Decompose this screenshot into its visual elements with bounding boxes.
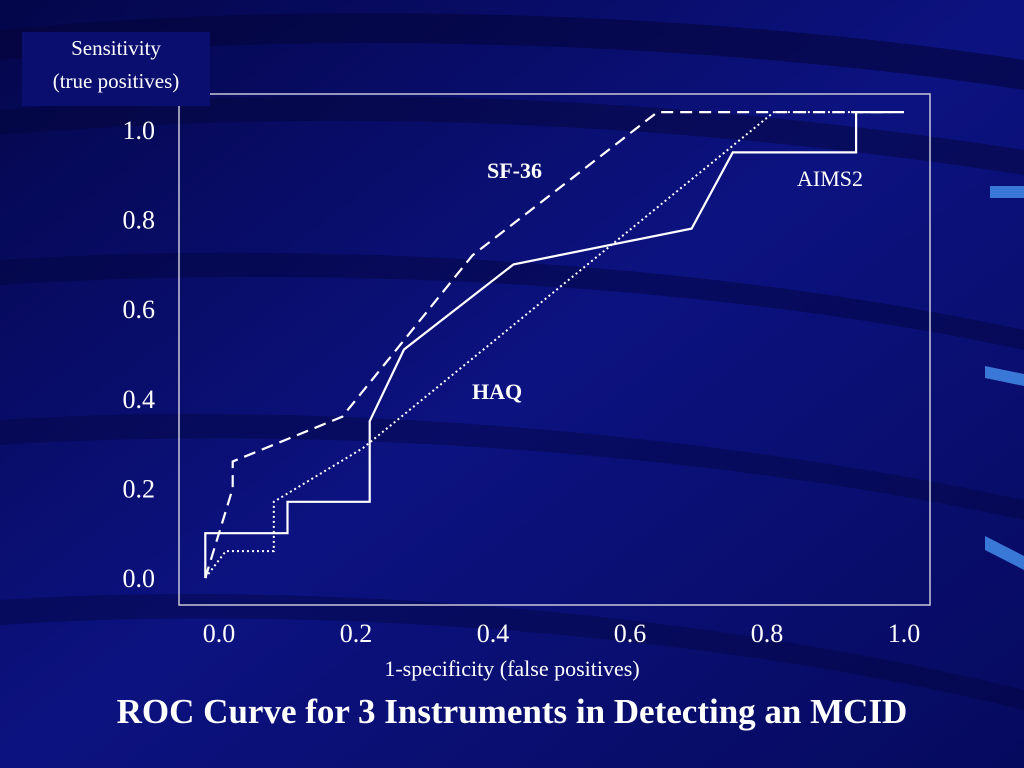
y-tick-label: 1.0 (123, 116, 156, 145)
series-lines (204, 110, 904, 579)
series-line-sf36 (204, 110, 891, 579)
x-tick-label: 0.2 (340, 619, 373, 648)
y-tick-label: 0.2 (123, 474, 156, 503)
y-tick-label: 0.0 (123, 564, 156, 593)
x-axis-ticks: 0.0 0.2 0.4 0.6 0.8 1.0 (203, 619, 921, 648)
y-tick-label: 0.4 (123, 385, 156, 414)
y-axis-label: Sensitivity (true positives) (22, 32, 210, 106)
x-tick-label: 0.8 (751, 619, 784, 648)
y-axis-label-line-2: (true positives) (52, 69, 180, 93)
x-tick-label: 0.0 (203, 619, 236, 648)
x-axis-label: 1-specificity (false positives) (384, 656, 640, 681)
series-label-sf36: SF-36 (487, 158, 542, 183)
y-tick-label: 0.8 (123, 206, 156, 235)
plot-frame (178, 93, 931, 606)
x-tick-label: 0.4 (477, 619, 510, 648)
series-line-haq (204, 111, 857, 579)
x-tick-label: 1.0 (888, 619, 921, 648)
series-label-aims2: AIMS2 (797, 166, 863, 191)
series-line-aims2 (204, 110, 904, 578)
y-axis-label-line-1: Sensitivity (71, 36, 161, 60)
chart-title: ROC Curve for 3 Instruments in Detecting… (116, 692, 908, 731)
y-tick-label: 0.6 (123, 295, 156, 324)
x-tick-label: 0.6 (614, 619, 647, 648)
series-label-haq: HAQ (472, 379, 522, 404)
y-axis-ticks: 0.0 0.2 0.4 0.6 0.8 1.0 (123, 116, 156, 593)
